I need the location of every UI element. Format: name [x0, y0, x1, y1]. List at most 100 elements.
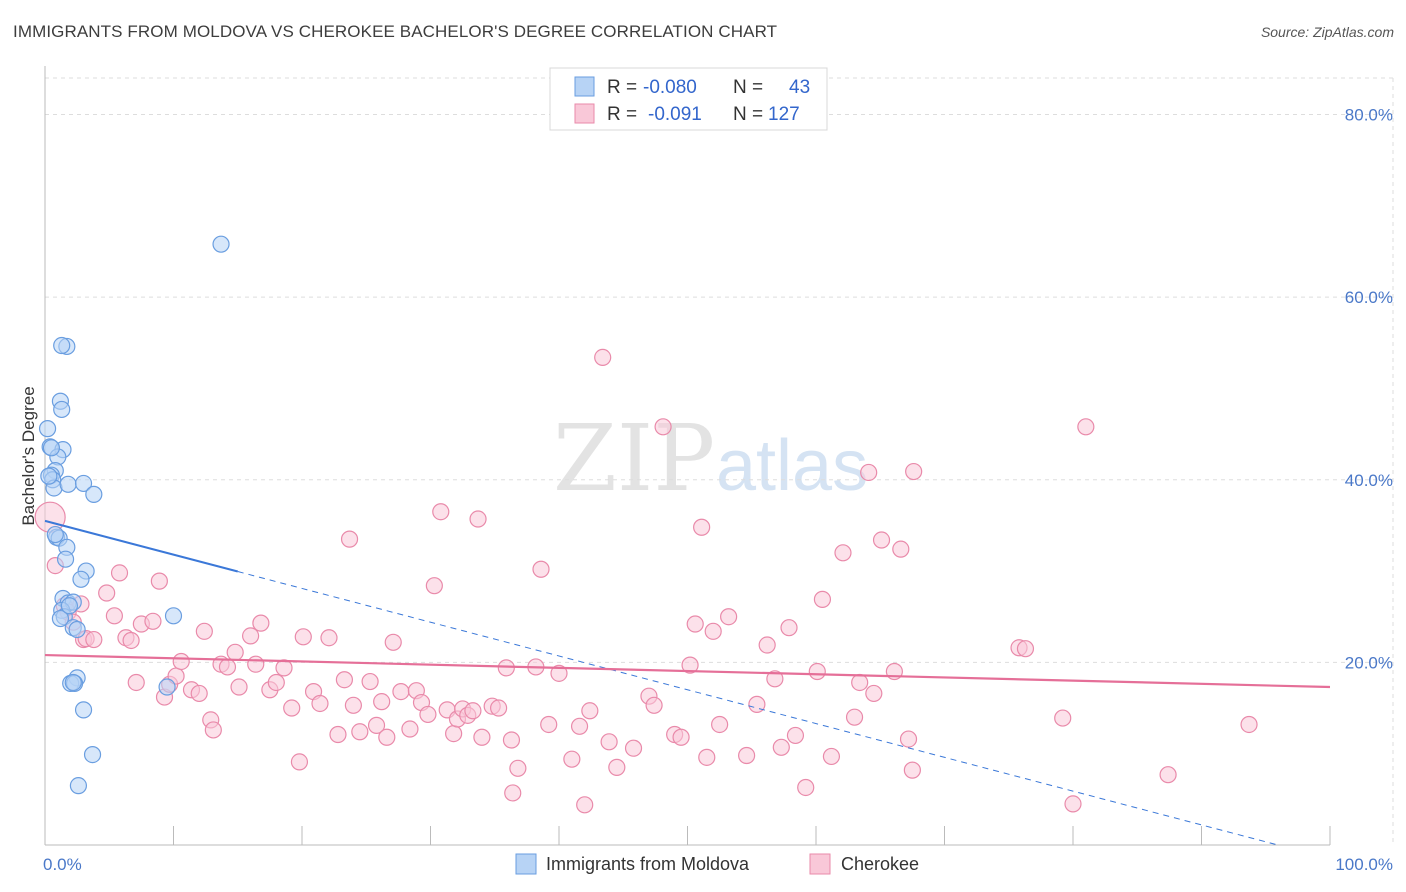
cherokee-point-105 [797, 778, 815, 797]
cherokee-point-88 [654, 418, 672, 436]
axes [44, 66, 1331, 846]
cherokee-point-77 [550, 664, 568, 682]
moldova-point-29 [164, 607, 183, 625]
cherokee-point-66 [469, 510, 487, 528]
legend-r-value-moldova: -0.080 [643, 77, 697, 98]
cherokee-point-95 [704, 622, 722, 640]
cherokee-point-29 [226, 643, 244, 661]
series-cherokee [34, 348, 1258, 814]
y-axis-label: Bachelor's Degree [19, 386, 38, 525]
moldova-point-40 [51, 609, 70, 628]
cherokee-point-13 [122, 631, 140, 650]
stats-legend-box [549, 67, 828, 131]
cherokee-point-90 [672, 728, 690, 746]
legend-n-value-cherokee: 127 [768, 104, 800, 125]
y-tick-label-80: 80.0% [1345, 106, 1393, 125]
cherokee-point-85 [624, 739, 643, 757]
cherokee-point-80 [581, 702, 599, 720]
legend-swatch-moldova [574, 76, 595, 97]
cherokee-point-28 [218, 658, 237, 676]
cherokee-point-48 [361, 672, 379, 691]
moldova-point-41 [46, 525, 64, 544]
trend-moldova-dashed [237, 571, 1279, 846]
cherokee-point-83 [600, 733, 618, 751]
cherokee-point-103 [780, 619, 798, 637]
cherokee-point-37 [283, 699, 301, 717]
x-tick-label-100: 100.0% [1335, 855, 1393, 874]
cherokee-point-70 [497, 659, 515, 677]
cherokee-point-8 [85, 630, 103, 649]
legend-n-label-cherokee: N = [733, 104, 763, 125]
legend-r-label-cherokee: R = [607, 104, 637, 125]
series-legend-label-moldova: Immigrants from Moldova [546, 854, 750, 874]
cherokee-point-51 [378, 728, 396, 746]
series-legend-swatch-moldova [515, 853, 537, 875]
cherokee-point-26 [204, 721, 222, 739]
cherokee-point-53 [392, 682, 410, 701]
cherokee-point-116 [892, 540, 910, 558]
cherokee-point-110 [845, 708, 864, 726]
moldova-point-37 [40, 467, 58, 485]
cherokee-point-43 [329, 725, 347, 744]
cherokee-point-78 [563, 750, 581, 768]
legend-n-value-moldova: 43 [789, 77, 810, 98]
cherokee-point-94 [698, 748, 716, 766]
cherokee-point-54 [401, 720, 419, 738]
moldova-point-13 [59, 475, 77, 493]
moldova-point-42 [60, 597, 79, 615]
moldova-point-39 [64, 673, 82, 692]
cherokee-point-10 [105, 607, 123, 625]
tick-labels: 20.0% 40.0% 60.0% 80.0% 0.0% 100.0% [43, 106, 1393, 874]
cherokee-point-117 [899, 730, 918, 748]
series-moldova [38, 235, 230, 795]
moldova-point-2 [53, 336, 71, 355]
cherokee-point-67 [473, 728, 491, 746]
cherokee-point-81 [576, 796, 594, 814]
moldova-point-35 [83, 746, 102, 764]
cherokee-point-39 [294, 628, 312, 646]
cherokee-point-17 [150, 572, 168, 590]
moldova-point-0 [212, 235, 230, 253]
legend-n-label-moldova: N = [733, 77, 763, 98]
y-tick-label-20: 20.0% [1345, 653, 1393, 672]
moldova-point-38 [42, 439, 61, 457]
y-tick-label-40: 40.0% [1345, 471, 1393, 490]
cherokee-point-111 [851, 673, 869, 692]
cherokee-point-114 [872, 531, 891, 549]
cherokee-point-49 [367, 716, 386, 734]
moldova-point-5 [38, 420, 57, 438]
cherokee-point-122 [1054, 709, 1072, 727]
moldova-point-15 [85, 485, 103, 503]
cherokee-point-101 [766, 670, 784, 688]
cherokee-point-75 [532, 560, 550, 578]
cherokee-point-113 [865, 684, 883, 703]
cherokee-point-41 [311, 694, 329, 713]
cherokee-point-38 [290, 753, 309, 771]
cherokee-point-21 [172, 652, 190, 671]
cherokee-point-23 [190, 684, 208, 703]
cherokee-point-11 [110, 564, 129, 582]
cherokee-point-76 [540, 715, 558, 734]
cherokee-point-72 [509, 759, 527, 777]
cherokee-point-36 [275, 659, 293, 677]
moldova-point-28 [68, 620, 86, 639]
cherokee-point-100 [758, 636, 776, 654]
cherokee-point-109 [834, 544, 852, 562]
cherokee-point-16 [144, 612, 162, 630]
cherokee-point-108 [822, 747, 841, 766]
cherokee-point-123 [1064, 795, 1082, 813]
cherokee-point-59 [432, 503, 450, 521]
cherokee-point-106 [808, 662, 826, 681]
cherokee-point-71 [502, 731, 521, 749]
cherokee-point-57 [419, 705, 437, 724]
cherokee-point-102 [772, 738, 790, 756]
cherokee-point-99 [748, 695, 766, 713]
cherokee-point-121 [1016, 640, 1035, 658]
cherokee-point-119 [905, 462, 923, 481]
series-legend-swatch-cherokee [809, 853, 831, 875]
moldova-point-14 [74, 474, 93, 493]
cherokee-point-58 [425, 577, 443, 595]
cherokee-point-42 [320, 629, 338, 647]
trend-lines [44, 519, 1331, 846]
cherokee-point-84 [608, 758, 626, 776]
